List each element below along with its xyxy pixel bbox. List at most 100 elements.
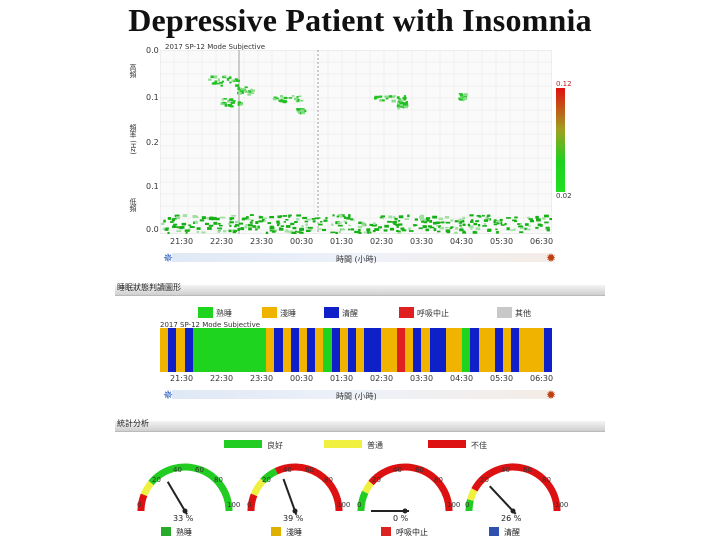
legend-swatch-light xyxy=(262,307,277,318)
hypnogram-point xyxy=(214,80,218,83)
hypnogram-point xyxy=(483,223,487,226)
gauge-arc xyxy=(148,463,233,512)
hypnogram-point xyxy=(237,103,240,106)
hypnogram-point xyxy=(179,226,183,230)
hypnogram-point xyxy=(500,224,505,226)
hypnogram-point xyxy=(379,216,383,219)
state-segment xyxy=(437,328,447,372)
hypnogram-point xyxy=(485,217,488,220)
state-segment xyxy=(160,328,169,372)
hypnogram-point xyxy=(237,89,241,92)
state-segment xyxy=(192,328,202,372)
hypnogram-point xyxy=(381,99,385,102)
hypnogram-point xyxy=(199,219,205,222)
hypnogram-point xyxy=(358,228,361,232)
hypnogram-point xyxy=(217,78,221,82)
hypnogram-point xyxy=(229,105,234,108)
legend-swatch-other xyxy=(497,307,512,318)
hypnogram-point xyxy=(404,105,409,109)
hypnogram-point xyxy=(528,225,531,227)
gauge-scale-label: 100 xyxy=(227,501,241,509)
state-segment xyxy=(454,328,463,372)
hypnogram-point xyxy=(348,224,351,227)
hypnogram-plot xyxy=(160,50,552,234)
gauge-hub xyxy=(182,508,188,514)
stats-legend-label: 普通 xyxy=(367,441,383,450)
hypnogram-point xyxy=(210,75,214,78)
hypnogram-point xyxy=(227,99,230,103)
hypnogram-point xyxy=(278,227,284,231)
hypnogram-point xyxy=(424,219,427,222)
stats-section-title: 統計分析 xyxy=(117,419,149,428)
hypnogram-point xyxy=(223,75,227,78)
hypnogram-point xyxy=(504,222,507,226)
state-segment xyxy=(445,328,455,372)
hypnogram-point xyxy=(227,223,231,225)
hypnogram-point xyxy=(463,97,468,100)
hypnogram-point xyxy=(414,218,419,221)
hypnogram-point xyxy=(397,106,400,110)
hypnogram-point xyxy=(478,215,482,218)
hypnogram-point xyxy=(176,230,182,233)
hypnogram-point xyxy=(358,231,362,234)
hypnogram-point xyxy=(244,225,248,229)
hypnogram-point xyxy=(519,226,525,230)
hypnogram-point xyxy=(418,227,423,230)
stats-legend-poor-swatch xyxy=(428,440,466,448)
hypnogram-point xyxy=(287,230,290,233)
hypnogram-point xyxy=(284,230,288,233)
hypnogram-point xyxy=(216,217,220,220)
hypnogram-point xyxy=(305,226,309,229)
hypnogram-point xyxy=(429,219,433,223)
hypnogram-point xyxy=(398,101,402,104)
hypnogram-point xyxy=(282,99,286,103)
gauge-scale-label: 40 xyxy=(173,466,182,474)
hypnogram-point xyxy=(459,96,462,99)
hypnogram-point xyxy=(269,229,274,232)
hypnogram-point xyxy=(396,96,400,99)
hypnogram-point xyxy=(429,226,435,229)
hypnogram-point xyxy=(493,223,498,226)
hypnogram-point xyxy=(280,225,285,227)
hypnogram-point xyxy=(374,228,380,231)
hypnogram-point xyxy=(427,225,432,228)
stats-legend-label: 良好 xyxy=(267,441,283,450)
hypnogram-point xyxy=(444,215,450,219)
gauge-hub xyxy=(292,508,298,514)
state-segment xyxy=(274,328,283,372)
state-segment xyxy=(429,328,439,372)
hypnogram-ytick: 0.0 xyxy=(146,225,159,234)
hypnogram-point xyxy=(483,219,489,222)
hypnogram-grid xyxy=(160,50,552,234)
state-segment xyxy=(282,328,292,372)
hypnogram-point xyxy=(402,96,407,100)
hypnogram-point xyxy=(339,215,343,218)
hypnogram-point xyxy=(467,223,471,227)
gauge-value: 33 % xyxy=(173,514,194,523)
hypnogram-point xyxy=(296,214,302,217)
hypnogram-point xyxy=(169,221,174,223)
hypnogram-point xyxy=(212,82,217,85)
hypnogram-point xyxy=(445,229,451,233)
hypnogram-point xyxy=(372,223,377,227)
hypnogram-point xyxy=(450,226,454,229)
sleep-state-band xyxy=(160,328,553,372)
hypnogram-ytick: 0.0 xyxy=(146,46,159,55)
hypnogram-point xyxy=(239,103,243,106)
gauge-scale-label: 20 xyxy=(262,476,271,484)
hypnogram-point xyxy=(524,223,529,226)
hypnogram-ytick: 0.1 xyxy=(146,93,159,102)
apnea-icon xyxy=(381,527,391,536)
gauge-category-label: 淺睡 xyxy=(286,528,302,537)
hypnogram-point xyxy=(217,230,221,233)
hypnogram-point xyxy=(454,220,459,223)
x-tick-label: 03:30 xyxy=(410,374,434,383)
hypnogram-point xyxy=(251,219,254,222)
hypnogram-point xyxy=(291,95,295,97)
hypnogram-point xyxy=(285,229,289,232)
hypnogram-point xyxy=(398,220,401,222)
state-xlabel: 時間 (小時) xyxy=(336,392,377,401)
hypnogram-point xyxy=(510,229,515,231)
hypnogram-point xyxy=(482,225,487,227)
state-segment xyxy=(372,328,381,372)
